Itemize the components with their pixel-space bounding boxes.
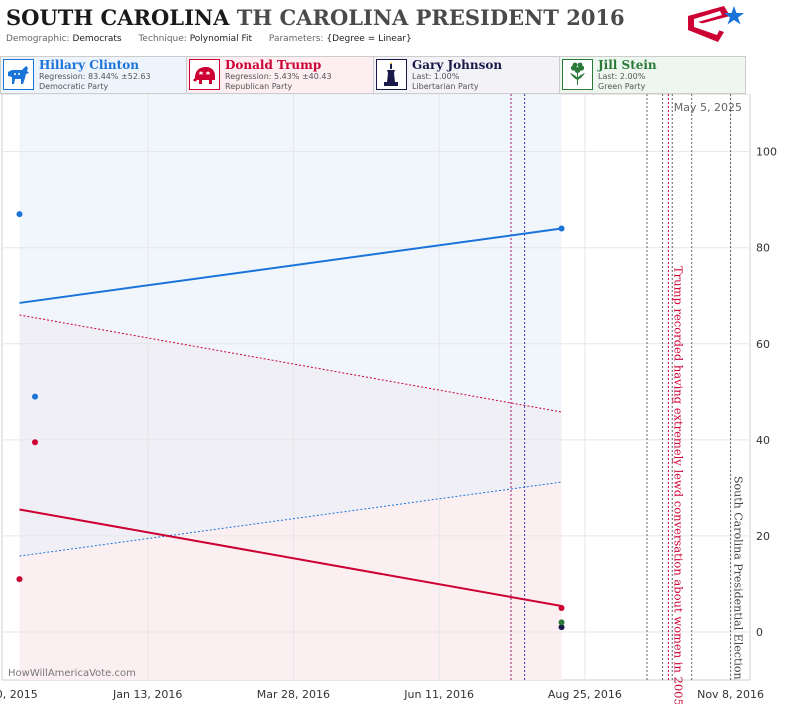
technique-label: Technique:	[138, 34, 187, 44]
x-tick-label: Nov 8, 2016	[697, 688, 764, 701]
parameters-label: Parameters:	[268, 34, 324, 44]
candidate-card-trump[interactable]: Donald Trump Regression: 5.43% ±40.43 Re…	[186, 56, 374, 94]
title-bar: SOUTH CAROLINA TH CAROLINA PRESIDENT 201…	[0, 0, 789, 56]
x-tick-label: Oct 30, 2015	[0, 688, 38, 701]
elephant-icon	[189, 59, 220, 90]
title-state: SOUTH CAROLINA	[6, 5, 230, 30]
candidate-name: Gary Johnson	[412, 58, 503, 72]
statue-of-liberty-icon	[376, 59, 407, 90]
candidate-name: Hillary Clinton	[39, 58, 139, 72]
x-tick-label: Aug 25, 2016	[548, 688, 622, 701]
annotation-lewd-tape: Trump recorded having extremely lewd con…	[671, 266, 685, 704]
trump-band-shade	[19, 482, 562, 680]
page-title: SOUTH CAROLINA TH CAROLINA PRESIDENT 201…	[6, 5, 625, 30]
candidate-stat: Regression: 5.43% ±40.43	[225, 72, 332, 81]
y-tick-label: 60	[756, 338, 770, 351]
candidate-card-stein[interactable]: Jill Stein Last: 2.00% Green Party	[559, 56, 746, 94]
title-race: TH CAROLINA PRESIDENT 2016	[236, 5, 625, 30]
technique-value: Polynomial Fit	[189, 34, 253, 44]
y-tick-label: 0	[756, 626, 763, 639]
candidate-party: Green Party	[598, 82, 646, 91]
candidate-legend: Hillary Clinton Regression: 83.44% ±52.6…	[0, 56, 789, 94]
data-point-jill-stein	[558, 619, 565, 626]
candidate-party: Democratic Party	[39, 82, 109, 91]
data-point-donald-trump	[558, 604, 565, 611]
parameters-line: Demographic: Democrats Technique: Polyno…	[6, 34, 426, 44]
y-tick-label: 80	[756, 242, 770, 255]
x-tick-label: Jan 13, 2016	[112, 688, 182, 701]
site-logo-icon[interactable]	[684, 2, 748, 52]
candidate-party: Libertarian Party	[412, 82, 479, 91]
demographic-value: Democrats	[72, 34, 122, 44]
fit-line-donald-trump	[19, 508, 562, 608]
data-point-hillary-clinton	[32, 393, 39, 400]
watermark: HowWillAmericaVote.com	[8, 668, 136, 679]
data-point-hillary-clinton	[558, 225, 565, 232]
candidate-stat: Regression: 83.44% ±52.63	[39, 72, 151, 81]
parameters-value: {Degree = Linear}	[326, 34, 412, 44]
x-tick-label: Mar 28, 2016	[257, 688, 330, 701]
overlap-band-shade	[19, 314, 562, 557]
chart-date-label: May 5, 2025	[674, 101, 742, 114]
annotation-election-day: South Carolina Presidential Election	[732, 476, 745, 680]
data-point-gary-johnson	[558, 624, 565, 631]
candidate-card-johnson[interactable]: Gary Johnson Last: 1.00% Libertarian Par…	[373, 56, 560, 94]
demographic-label: Demographic:	[6, 34, 70, 44]
candidate-name: Jill Stein	[598, 58, 657, 72]
data-point-donald-trump	[32, 439, 39, 446]
y-tick-label: 100	[756, 146, 777, 159]
clinton-band-bound	[19, 481, 562, 557]
data-point-hillary-clinton	[16, 211, 23, 218]
y-tick-label: 20	[756, 530, 770, 543]
candidate-name: Donald Trump	[225, 58, 322, 72]
x-tick-label: Jun 11, 2016	[403, 688, 474, 701]
fit-line-hillary-clinton	[19, 227, 562, 304]
candidate-card-clinton[interactable]: Hillary Clinton Regression: 83.44% ±52.6…	[0, 56, 187, 94]
donkey-icon	[3, 59, 34, 90]
y-tick-label: 40	[756, 434, 770, 447]
poll-chart: 0 20 40 60 80 100 Oct 30, 2015 Jan 13, 2016 Mar …	[0, 94, 777, 704]
candidate-stat: Last: 2.00%	[598, 72, 646, 81]
candidate-stat: Last: 1.00%	[412, 72, 460, 81]
data-point-donald-trump	[16, 576, 23, 583]
flower-icon	[562, 59, 593, 90]
candidate-party: Republican Party	[225, 82, 293, 91]
